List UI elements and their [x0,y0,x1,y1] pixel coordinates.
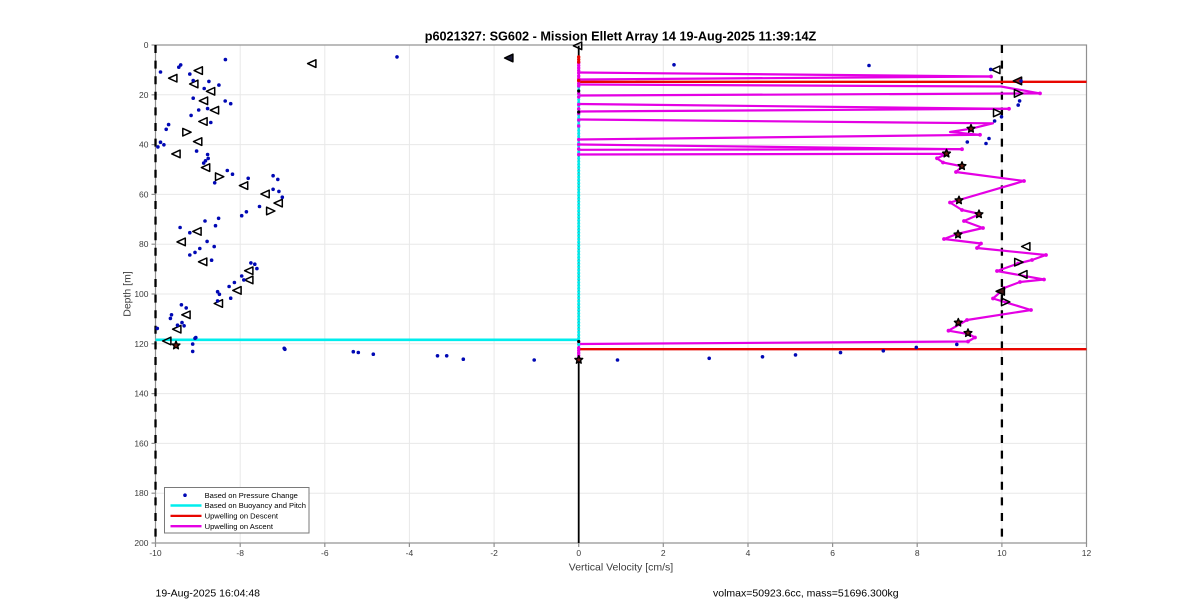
svg-text:Based on Pressure Change: Based on Pressure Change [205,491,298,500]
svg-text:p6021327: SG602 - Mission Elle: p6021327: SG602 - Mission Ellett Array 1… [425,29,817,43]
svg-text:Based on Buoyancy and Pitch: Based on Buoyancy and Pitch [205,501,306,510]
svg-text:180: 180 [134,488,148,498]
svg-text:0: 0 [576,548,581,558]
svg-text:20: 20 [139,90,149,100]
svg-text:4: 4 [746,548,751,558]
svg-text:60: 60 [139,189,149,199]
svg-text:-10: -10 [149,548,162,558]
svg-text:Upwelling on Ascent: Upwelling on Ascent [205,522,274,531]
svg-text:-8: -8 [236,548,244,558]
svg-text:140: 140 [134,389,148,399]
svg-text:160: 160 [134,438,148,448]
svg-text:2: 2 [661,548,666,558]
svg-text:-6: -6 [321,548,329,558]
svg-text:120: 120 [134,339,148,349]
svg-text:10: 10 [997,548,1007,558]
svg-text:80: 80 [139,239,149,249]
svg-text:Vertical Velocity [cm/s]: Vertical Velocity [cm/s] [569,562,674,574]
svg-text:200: 200 [134,538,148,548]
svg-text:-4: -4 [406,548,414,558]
svg-text:19-Aug-2025 16:04:48: 19-Aug-2025 16:04:48 [156,588,261,600]
svg-text:40: 40 [139,140,149,150]
svg-text:volmax=50923.6cc, mass=51696.3: volmax=50923.6cc, mass=51696.300kg [713,588,899,600]
svg-text:6: 6 [830,548,835,558]
svg-text:-2: -2 [490,548,498,558]
svg-text:0: 0 [144,40,149,50]
svg-text:8: 8 [915,548,920,558]
svg-text:Depth [m]: Depth [m] [122,271,134,317]
svg-text:12: 12 [1082,548,1092,558]
svg-text:Upwelling on Descent: Upwelling on Descent [205,512,279,521]
svg-text:100: 100 [134,289,148,299]
